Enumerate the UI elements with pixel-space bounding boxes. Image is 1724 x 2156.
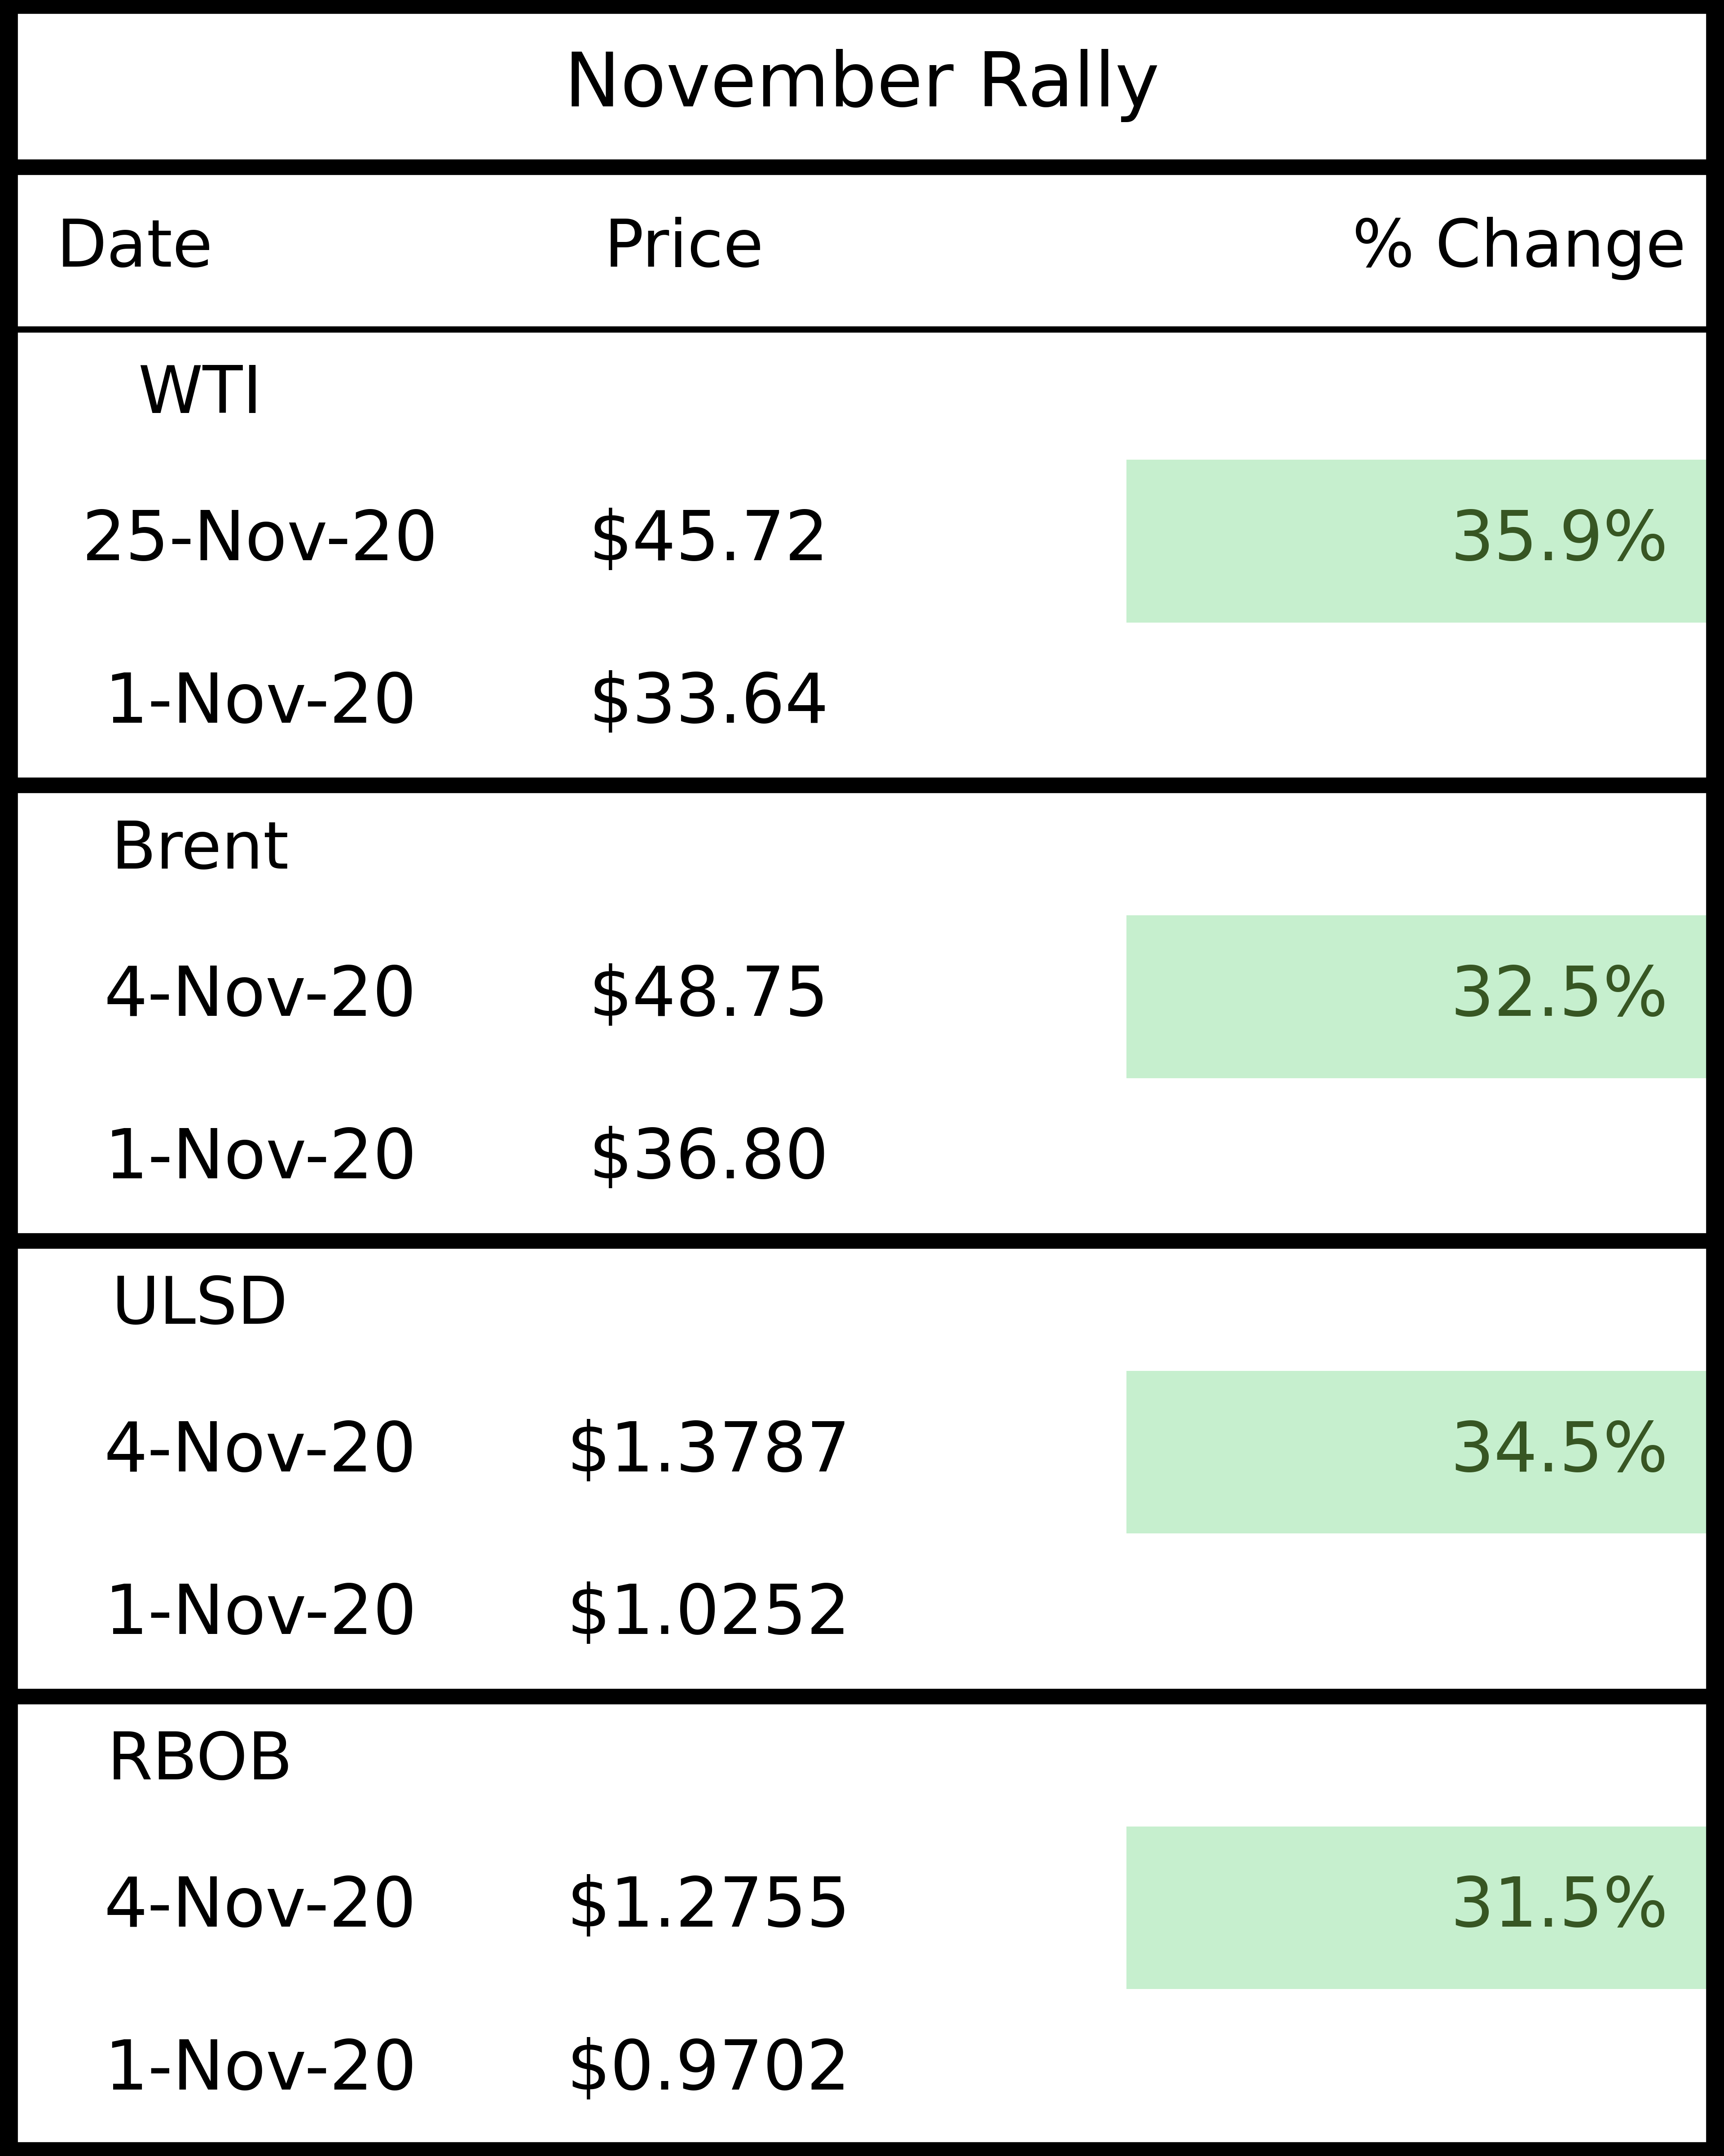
Text: $1.3787: $1.3787 bbox=[567, 1419, 850, 1485]
Text: $33.64: $33.64 bbox=[590, 671, 829, 737]
Text: 34.5%: 34.5% bbox=[1450, 1419, 1669, 1485]
Text: RBOB: RBOB bbox=[107, 1729, 293, 1794]
Text: 1-Nov-20: 1-Nov-20 bbox=[103, 1580, 417, 1649]
Text: WTI: WTI bbox=[138, 362, 262, 427]
Bar bbox=[1126, 459, 1715, 623]
Text: $0.9702: $0.9702 bbox=[567, 2037, 850, 2104]
Text: $1.0252: $1.0252 bbox=[567, 1580, 850, 1649]
Text: 1-Nov-20: 1-Nov-20 bbox=[103, 2037, 417, 2104]
Text: Price: Price bbox=[605, 218, 764, 280]
Text: 1-Nov-20: 1-Nov-20 bbox=[103, 1125, 417, 1192]
Text: 1-Nov-20: 1-Nov-20 bbox=[103, 671, 417, 737]
Text: ULSD: ULSD bbox=[112, 1274, 288, 1337]
Text: 32.5%: 32.5% bbox=[1450, 964, 1669, 1031]
Text: % Change: % Change bbox=[1352, 218, 1686, 280]
Text: November Rally: November Rally bbox=[564, 50, 1160, 123]
Text: Date: Date bbox=[57, 218, 212, 280]
Text: 4-Nov-20: 4-Nov-20 bbox=[103, 1419, 417, 1485]
Text: $36.80: $36.80 bbox=[590, 1125, 829, 1192]
Bar bbox=[1126, 1826, 1715, 1990]
Bar bbox=[1126, 1371, 1715, 1533]
Text: 25-Nov-20: 25-Nov-20 bbox=[83, 507, 438, 576]
Text: 4-Nov-20: 4-Nov-20 bbox=[103, 964, 417, 1031]
Text: $48.75: $48.75 bbox=[590, 964, 829, 1031]
Text: 35.9%: 35.9% bbox=[1450, 507, 1669, 576]
Text: 31.5%: 31.5% bbox=[1450, 1874, 1669, 1940]
Text: Brent: Brent bbox=[110, 819, 290, 882]
Text: 4-Nov-20: 4-Nov-20 bbox=[103, 1874, 417, 1940]
Text: $1.2755: $1.2755 bbox=[567, 1874, 850, 1940]
Text: $45.72: $45.72 bbox=[590, 507, 829, 576]
Bar bbox=[1126, 916, 1715, 1078]
